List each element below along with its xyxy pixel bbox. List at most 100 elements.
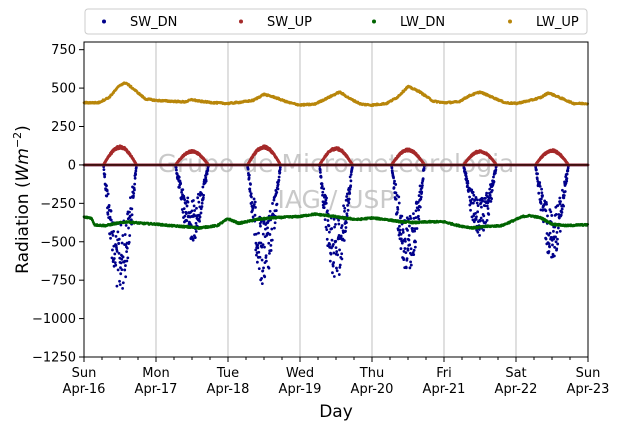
point-sw-dn bbox=[469, 208, 472, 212]
point-sw-dn bbox=[252, 197, 256, 201]
point-sw-dn bbox=[544, 237, 548, 241]
point-sw-dn bbox=[340, 252, 344, 256]
point-sw-dn bbox=[133, 176, 137, 180]
point-sw-dn bbox=[121, 281, 125, 285]
point-sw-dn bbox=[417, 214, 420, 218]
point-sw-dn bbox=[249, 192, 253, 196]
point-sw-dn bbox=[419, 195, 423, 199]
point-sw-dn bbox=[123, 233, 127, 236]
point-sw-dn bbox=[492, 180, 496, 184]
point-sw-dn bbox=[108, 232, 112, 236]
point-sw-dn bbox=[192, 204, 196, 208]
point-sw-dn bbox=[544, 209, 548, 213]
point-sw-dn bbox=[404, 239, 407, 243]
point-sw-dn bbox=[114, 263, 118, 267]
point-sw-dn bbox=[276, 187, 280, 191]
point-sw-dn bbox=[413, 245, 417, 249]
point-sw-dn bbox=[190, 209, 194, 213]
point-sw-dn bbox=[337, 218, 340, 222]
point-sw-dn bbox=[248, 187, 252, 191]
point-sw-dn bbox=[254, 248, 258, 252]
point-sw-dn bbox=[177, 175, 181, 179]
point-sw-dn bbox=[412, 248, 416, 252]
point-sw-dn bbox=[406, 248, 410, 252]
point-sw-dn bbox=[418, 184, 422, 188]
point-sw-dn bbox=[565, 172, 569, 176]
point-sw-dn bbox=[194, 230, 198, 233]
point-sw-dn bbox=[268, 251, 271, 255]
point-sw-dn bbox=[399, 232, 403, 236]
point-sw-dn bbox=[246, 167, 250, 171]
point-sw-dn bbox=[119, 266, 122, 270]
point-sw-dn bbox=[417, 217, 421, 221]
point-sw-dn bbox=[328, 259, 332, 263]
point-sw-dn bbox=[488, 193, 492, 197]
point-sw-dn bbox=[204, 179, 208, 183]
point-sw-dn bbox=[334, 246, 338, 249]
point-sw-dn bbox=[261, 269, 265, 273]
point-sw-dn bbox=[327, 230, 331, 234]
point-sw-dn bbox=[105, 184, 108, 188]
point-sw-dn bbox=[111, 233, 115, 237]
point-sw-dn bbox=[417, 194, 421, 197]
point-sw-dn bbox=[321, 190, 325, 194]
point-sw-dn bbox=[494, 168, 498, 172]
point-sw-dn bbox=[326, 244, 330, 248]
point-sw-dn bbox=[247, 176, 251, 180]
point-sw-dn bbox=[325, 228, 329, 232]
point-sw-dn bbox=[117, 241, 121, 245]
point-sw-dn bbox=[398, 224, 401, 228]
point-sw-dn bbox=[535, 177, 539, 181]
point-sw-dn bbox=[414, 209, 418, 213]
point-sw-dn bbox=[562, 204, 565, 208]
point-sw-dn bbox=[345, 221, 348, 225]
point-sw-dn bbox=[277, 175, 281, 179]
point-sw-dn bbox=[406, 228, 409, 232]
point-sw-dn bbox=[115, 284, 119, 288]
point-sw-dn bbox=[204, 176, 208, 180]
point-sw-dn bbox=[487, 213, 491, 216]
point-sw-dn bbox=[320, 182, 324, 186]
point-sw-dn bbox=[347, 201, 351, 205]
point-sw-dn bbox=[466, 179, 470, 183]
point-sw-dn bbox=[184, 212, 188, 216]
point-sw-dn bbox=[260, 276, 264, 280]
point-sw-dn bbox=[479, 201, 483, 205]
point-sw-dn bbox=[129, 218, 133, 222]
point-sw-dn bbox=[192, 199, 195, 202]
point-sw-dn bbox=[324, 201, 328, 205]
point-sw-dn bbox=[125, 259, 129, 263]
point-sw-dn bbox=[562, 194, 566, 197]
point-sw-dn bbox=[120, 241, 124, 245]
point-sw-dn bbox=[127, 226, 130, 230]
point-sw-dn bbox=[405, 257, 409, 260]
point-sw-dn bbox=[251, 215, 255, 219]
point-sw-dn bbox=[335, 269, 339, 273]
point-sw-dn bbox=[349, 184, 353, 188]
point-sw-dn bbox=[198, 215, 202, 219]
point-sw-dn bbox=[278, 171, 282, 174]
point-sw-dn bbox=[346, 208, 350, 212]
point-sw-dn bbox=[105, 189, 109, 193]
point-sw-dn bbox=[325, 196, 328, 200]
point-sw-dn bbox=[404, 251, 408, 255]
point-sw-dn bbox=[539, 197, 543, 201]
point-sw-dn bbox=[484, 196, 487, 200]
point-sw-dn bbox=[257, 250, 261, 254]
point-sw-dn bbox=[200, 201, 204, 205]
point-sw-dn bbox=[562, 196, 566, 200]
point-sw-dn bbox=[475, 215, 478, 219]
point-sw-dn bbox=[112, 257, 116, 260]
x-grid bbox=[155, 42, 517, 357]
point-sw-dn bbox=[350, 166, 354, 169]
point-sw-dn bbox=[263, 245, 266, 249]
point-sw-dn bbox=[554, 235, 557, 239]
point-sw-dn bbox=[464, 172, 468, 175]
point-sw-dn bbox=[126, 256, 130, 260]
point-sw-dn bbox=[328, 243, 332, 246]
point-sw-dn bbox=[536, 172, 539, 176]
point-sw-dn bbox=[270, 238, 274, 242]
point-sw-dn bbox=[471, 190, 475, 194]
point-sw-dn bbox=[554, 240, 558, 244]
point-sw-dn bbox=[348, 188, 352, 191]
